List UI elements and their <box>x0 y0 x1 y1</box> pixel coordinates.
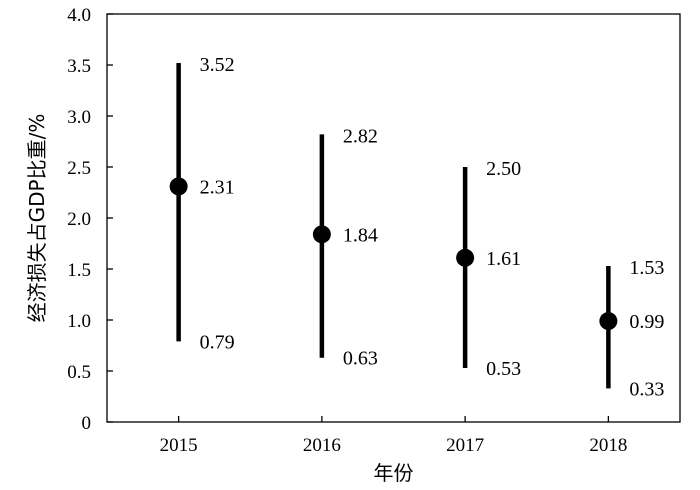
x-tick-label: 2017 <box>446 435 484 456</box>
high-label: 3.52 <box>200 54 235 76</box>
y-tick-label: 1.5 <box>67 260 91 281</box>
y-tick-label: 3.0 <box>67 107 91 128</box>
y-axis: 0 0.5 1.0 1.5 2.0 2.5 3.0 3.5 4.0 <box>67 5 113 434</box>
low-label: 0.79 <box>200 331 235 353</box>
value-label: 0.99 <box>629 311 664 333</box>
data-point <box>169 177 188 196</box>
data-point <box>456 248 475 267</box>
y-tick-label: 3.5 <box>67 56 91 77</box>
low-label: 0.33 <box>629 378 664 400</box>
y-tick-label: 0.5 <box>67 362 91 383</box>
value-label: 1.61 <box>486 248 521 270</box>
value-label: 1.84 <box>343 224 378 246</box>
high-label: 2.82 <box>343 125 378 147</box>
high-label: 2.50 <box>486 158 521 180</box>
x-tick-label: 2016 <box>303 435 341 456</box>
x-tick-label: 2015 <box>160 435 198 456</box>
data-point <box>312 225 331 244</box>
plot-border <box>106 13 681 423</box>
x-axis-title: 年份 <box>374 461 414 485</box>
data-point <box>599 312 618 331</box>
value-label: 2.31 <box>200 176 235 198</box>
y-tick-label: 4.0 <box>67 5 91 26</box>
y-tick-label: 1.0 <box>67 311 91 332</box>
plot-frame <box>106 13 681 423</box>
data-marks: 3.52 2.31 0.79 2.82 1.84 0.63 2.50 1.61 0.53 1.53… <box>169 54 664 400</box>
x-tick-label: 2018 <box>589 435 627 456</box>
y-tick-label: 0 <box>82 413 92 434</box>
low-label: 0.53 <box>486 358 521 380</box>
y-tick-label: 2.5 <box>67 158 91 179</box>
y-axis-title: 经济损失占GDP比重/% <box>25 114 49 323</box>
x-axis: 2015 2016 2017 2018 <box>160 416 627 456</box>
low-label: 0.63 <box>343 348 378 370</box>
high-label: 1.53 <box>629 257 664 279</box>
y-tick-label: 2.0 <box>67 209 91 230</box>
